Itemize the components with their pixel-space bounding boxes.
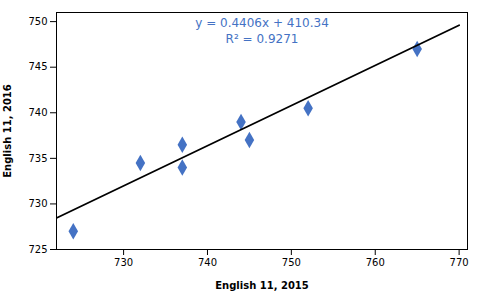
svg-text:730: 730 (28, 198, 47, 209)
svg-text:y = 0.4406x + 410.34: y = 0.4406x + 410.34 (195, 16, 329, 30)
svg-text:740: 740 (198, 257, 217, 268)
svg-text:725: 725 (28, 244, 47, 255)
svg-text:R² = 0.9271: R² = 0.9271 (226, 32, 299, 46)
svg-text:740: 740 (28, 107, 47, 118)
svg-text:770: 770 (450, 257, 469, 268)
svg-text:English 11, 2015: English 11, 2015 (215, 280, 309, 291)
svg-text:English 11, 2016: English 11, 2016 (2, 84, 13, 178)
svg-text:730: 730 (114, 257, 133, 268)
svg-text:735: 735 (28, 153, 47, 164)
svg-text:750: 750 (282, 257, 301, 268)
svg-text:760: 760 (366, 257, 385, 268)
svg-text:745: 745 (28, 61, 47, 72)
svg-text:750: 750 (28, 16, 47, 27)
